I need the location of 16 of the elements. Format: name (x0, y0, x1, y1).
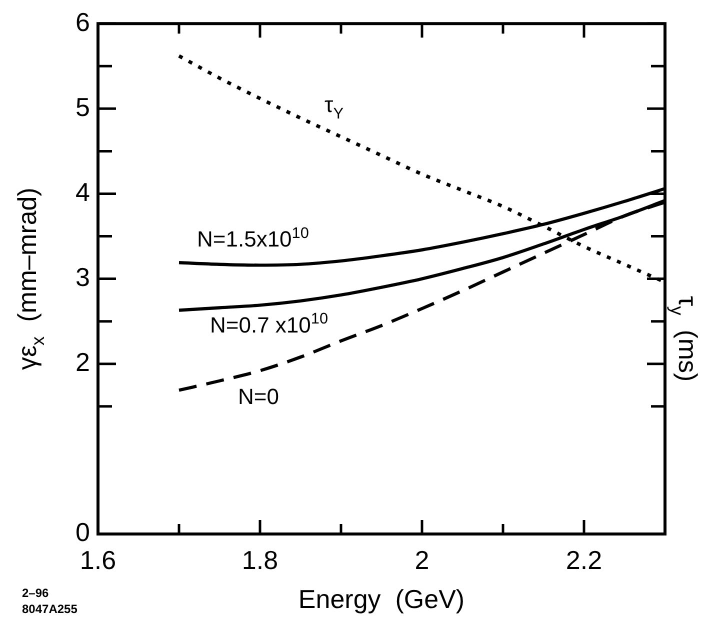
y-tick-label: 6 (76, 6, 90, 37)
text: 8047A255 (22, 602, 78, 616)
y-tick-label: 2 (76, 347, 90, 378)
x-tick-label: 2.2 (566, 544, 602, 575)
y-tick-label: 3 (76, 262, 90, 292)
y-axis-title: γεx (mm–mrad) (12, 188, 48, 370)
x-tick-label: 2 (414, 544, 430, 575)
y-tick-label: 5 (76, 92, 90, 122)
y2-axis-title: τy (ms) (667, 296, 703, 382)
x-tick-label: 1.6 (80, 544, 116, 575)
series-label: N=0 (238, 384, 279, 410)
x-tick-label: 1.8 (242, 544, 278, 575)
text: 2–96 (22, 586, 50, 600)
y-tick-label: 0 (76, 517, 90, 548)
y-tick-label: 4 (76, 176, 90, 207)
x-axis-title: Energy (GeV) (298, 584, 465, 614)
